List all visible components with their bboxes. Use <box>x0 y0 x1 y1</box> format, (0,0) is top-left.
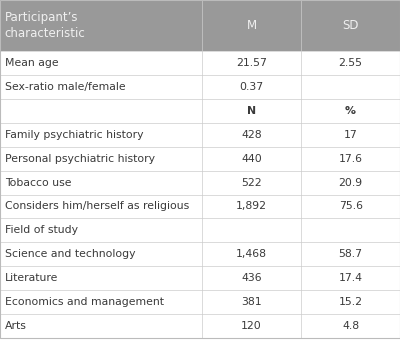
Text: 1,892: 1,892 <box>236 201 267 211</box>
Text: Considers him/herself as religious: Considers him/herself as religious <box>5 201 189 211</box>
Text: 17: 17 <box>344 130 358 140</box>
Bar <box>0 0 400 51</box>
Text: 20.9: 20.9 <box>338 178 363 188</box>
Bar <box>0 195 400 218</box>
Text: 522: 522 <box>241 178 262 188</box>
Text: Literature: Literature <box>5 273 58 283</box>
Text: 120: 120 <box>241 321 262 331</box>
Text: 17.4: 17.4 <box>338 273 363 283</box>
Text: Sex-ratio male/female: Sex-ratio male/female <box>5 82 126 92</box>
Bar <box>0 266 400 290</box>
Bar <box>0 123 400 147</box>
Text: 4.8: 4.8 <box>342 321 359 331</box>
Bar <box>0 218 400 242</box>
Text: 1,468: 1,468 <box>236 249 267 259</box>
Text: 58.7: 58.7 <box>338 249 363 259</box>
Text: Family psychiatric history: Family psychiatric history <box>5 130 143 140</box>
Text: Arts: Arts <box>5 321 27 331</box>
Text: 2.55: 2.55 <box>338 58 363 68</box>
Bar <box>0 242 400 266</box>
Bar <box>0 51 400 75</box>
Text: 15.2: 15.2 <box>338 297 363 307</box>
Text: Economics and management: Economics and management <box>5 297 164 307</box>
Text: 436: 436 <box>241 273 262 283</box>
Text: 440: 440 <box>241 154 262 164</box>
Bar <box>0 314 400 338</box>
Text: M: M <box>246 19 257 32</box>
Bar <box>0 147 400 171</box>
Text: 428: 428 <box>241 130 262 140</box>
Text: %: % <box>345 106 356 116</box>
Bar <box>0 75 400 99</box>
Text: Science and technology: Science and technology <box>5 249 135 259</box>
Text: SD: SD <box>342 19 359 32</box>
Text: 17.6: 17.6 <box>338 154 363 164</box>
Bar <box>0 290 400 314</box>
Text: Tobacco use: Tobacco use <box>5 178 71 188</box>
Bar <box>0 99 400 123</box>
Text: 0.37: 0.37 <box>240 82 264 92</box>
Text: Field of study: Field of study <box>5 225 78 235</box>
Text: N: N <box>247 106 256 116</box>
Text: 21.57: 21.57 <box>236 58 267 68</box>
Text: Participant’s
characteristic: Participant’s characteristic <box>5 11 86 40</box>
Bar <box>0 171 400 195</box>
Text: Mean age: Mean age <box>5 58 58 68</box>
Text: Personal psychiatric history: Personal psychiatric history <box>5 154 155 164</box>
Text: 381: 381 <box>241 297 262 307</box>
Text: 75.6: 75.6 <box>338 201 363 211</box>
